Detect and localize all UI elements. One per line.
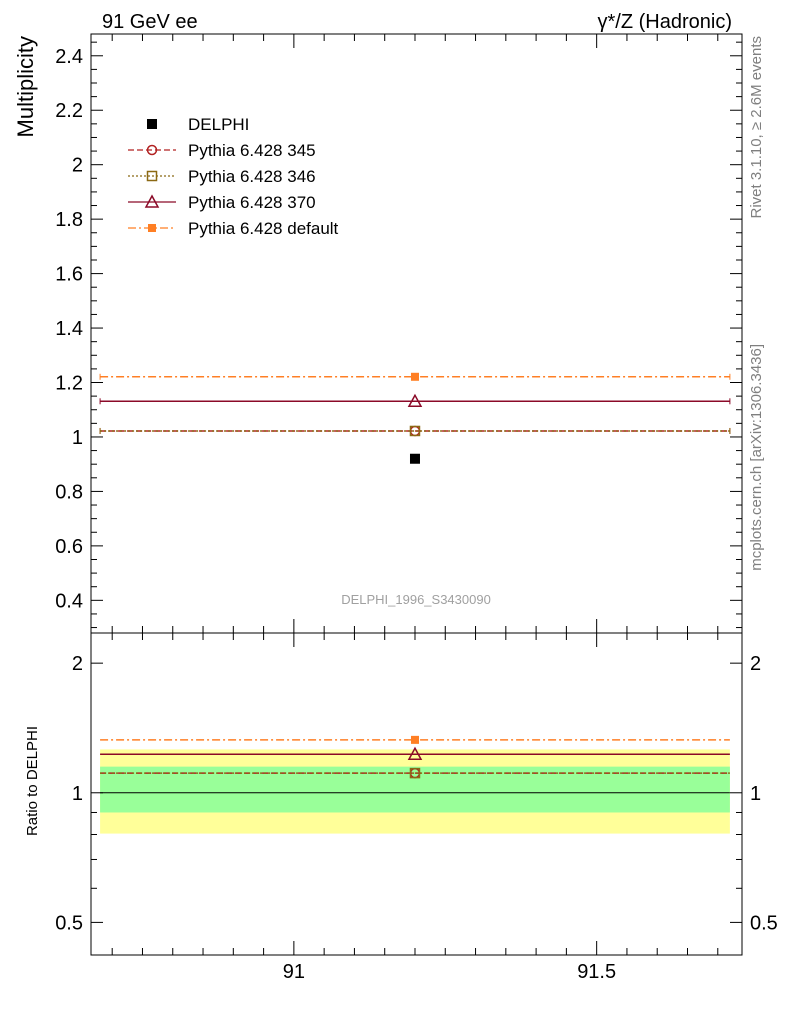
side-label-bottom: mcplots.cern.ch [arXiv:1306.3436] xyxy=(748,344,765,571)
ratio-plot: 0.5 0.5 1 1 2 2 91 91.5 xyxy=(55,632,778,983)
watermark: DELPHI_1996_S3430090 xyxy=(341,592,491,607)
legend-marker-0 xyxy=(147,119,157,129)
ratio-band-1 xyxy=(100,766,730,813)
main-series-marker-0 xyxy=(409,453,420,464)
main-ytick-label: 2.4 xyxy=(55,46,83,68)
main-plot: 0.4 0.6 0.8 1 1.2 1.4 1.6 1.8 2 2.2 2.4 xyxy=(55,33,743,634)
ratio-ytick-label-right: 0.5 xyxy=(750,912,778,934)
legend-marker-2 xyxy=(146,170,158,182)
ratio-xtick-label: 91.5 xyxy=(577,961,616,983)
title-right: γ*/Z (Hadronic) xyxy=(598,11,732,33)
title-left: 91 GeV ee xyxy=(102,11,198,33)
ratio-series-marker-3 xyxy=(410,735,419,744)
main-ytick-label: 2 xyxy=(72,155,83,177)
main-ytick-label: 1.8 xyxy=(55,209,83,231)
ratio-series-marker-2 xyxy=(407,746,423,760)
main-ytick-label: 1.4 xyxy=(55,318,83,340)
main-series-marker-3 xyxy=(407,393,423,408)
main-ytick-label: 0.6 xyxy=(55,536,83,558)
legend-marker-4 xyxy=(148,224,156,232)
main-ytick-label: 1.6 xyxy=(55,264,83,286)
legend-label-4: Pythia 6.428 default xyxy=(188,219,339,238)
main-series-marker-4 xyxy=(410,372,419,381)
legend-label-1: Pythia 6.428 345 xyxy=(188,141,316,160)
main-series-marker-2 xyxy=(409,425,421,437)
ratio-ytick-label-right: 2 xyxy=(750,653,761,675)
legend-label-2: Pythia 6.428 346 xyxy=(188,167,316,186)
side-label-top: Rivet 3.1.10, ≥ 2.6M events xyxy=(748,36,765,219)
legend-marker-1 xyxy=(146,144,158,156)
main-ytick-label: 0.4 xyxy=(55,590,83,612)
main-ytick-label: 1.2 xyxy=(55,373,83,395)
ratio-ytick-label-right: 1 xyxy=(750,783,761,805)
ratio-ytick-label: 0.5 xyxy=(55,912,83,934)
main-ytick-label: 0.8 xyxy=(55,481,83,503)
ratio-xtick-label: 91 xyxy=(283,961,305,983)
legend-marker-3 xyxy=(144,194,160,208)
legend-label-0: DELPHI xyxy=(188,115,249,134)
legend: DELPHI Pythia 6.428 345 Pythia 6.428 346 Py… xyxy=(128,115,339,238)
ratio-series-marker-1 xyxy=(409,767,421,779)
main-ylabel: Multiplicity xyxy=(13,36,38,137)
ratio-ytick-label: 1 xyxy=(72,783,83,805)
ratio-frame xyxy=(90,632,743,956)
main-ytick-label: 2.2 xyxy=(55,100,83,122)
ratio-ylabel: Ratio to DELPHI xyxy=(24,726,41,836)
legend-label-3: Pythia 6.428 370 xyxy=(188,193,316,212)
ratio-ytick-label: 2 xyxy=(72,653,83,675)
main-ytick-label: 1 xyxy=(72,427,83,449)
